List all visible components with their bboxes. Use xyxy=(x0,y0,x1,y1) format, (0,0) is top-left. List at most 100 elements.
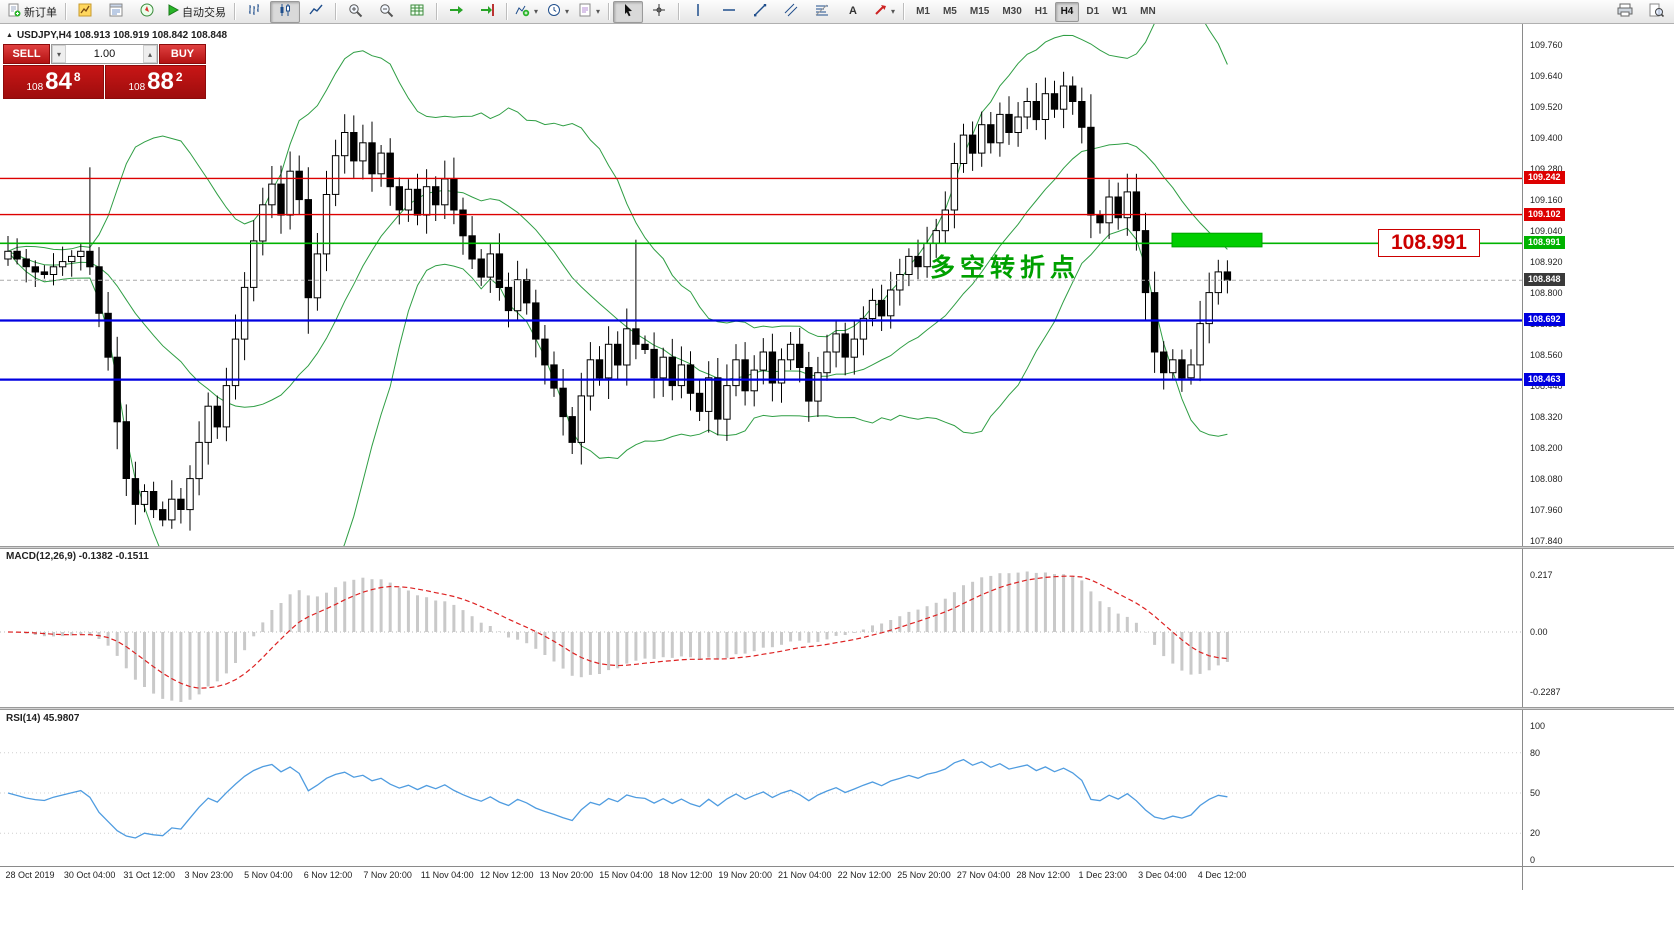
candle xyxy=(868,299,877,319)
candle xyxy=(122,421,130,480)
timeframe-mn-button[interactable]: MN xyxy=(1140,6,1156,17)
candle xyxy=(204,405,212,443)
candle xyxy=(268,183,276,206)
cursor-button[interactable] xyxy=(613,0,644,23)
volume-up-button[interactable]: ▴ xyxy=(143,45,157,63)
candle xyxy=(523,279,531,304)
buy-price-button[interactable]: 108 88 2 xyxy=(105,65,206,99)
time-label: 1 Dec 23:00 xyxy=(1078,870,1128,880)
panel-splitter[interactable] xyxy=(0,546,1674,549)
candle xyxy=(887,289,895,317)
time-axis[interactable]: 28 Oct 2019 30 Oct 04:00 31 Oct 12:00 3 Nov… xyxy=(0,868,1522,890)
crosshair-button[interactable] xyxy=(644,1,674,23)
bar-chart-button[interactable] xyxy=(239,1,269,23)
arrow-tool-button[interactable]: ▾ xyxy=(869,1,899,23)
candle xyxy=(1105,196,1113,224)
candle xyxy=(677,364,686,387)
candle xyxy=(422,186,431,216)
candle xyxy=(277,183,285,216)
zoom-in-button[interactable] xyxy=(340,1,370,23)
candle xyxy=(1050,93,1059,110)
candle xyxy=(1187,364,1195,379)
channel-icon xyxy=(784,3,798,20)
candle xyxy=(896,274,904,291)
timeframe-h1-button[interactable]: H1 xyxy=(1034,6,1048,17)
candle xyxy=(250,240,258,288)
candle xyxy=(468,235,476,260)
price-tick: 108.320 xyxy=(1530,411,1563,422)
candle xyxy=(240,286,249,340)
candle xyxy=(168,498,176,521)
candle xyxy=(577,395,585,443)
timeframe-d1-button[interactable]: D1 xyxy=(1086,6,1100,17)
price-tick: 109.040 xyxy=(1530,225,1563,236)
separator xyxy=(65,3,66,20)
text-tool-button[interactable]: A xyxy=(838,1,868,23)
candle xyxy=(796,343,804,368)
rsi-tick: 0 xyxy=(1530,855,1536,865)
rsi-tick: 100 xyxy=(1530,721,1546,731)
candle xyxy=(905,255,913,275)
time-label: 28 Nov 12:00 xyxy=(1016,870,1070,880)
market-watch-button[interactable] xyxy=(70,1,100,23)
market-watch-icon xyxy=(78,3,92,20)
grid-icon xyxy=(410,3,424,20)
print-preview-button[interactable] xyxy=(1641,1,1671,23)
timeframe-w1-button[interactable]: W1 xyxy=(1112,6,1128,17)
candle xyxy=(732,359,740,387)
time-label: 30 Oct 04:00 xyxy=(63,870,116,880)
auto-scroll-icon xyxy=(449,3,464,20)
sell-price-button[interactable]: 108 84 8 xyxy=(3,65,104,99)
trendline-button[interactable] xyxy=(745,1,775,23)
indicators-icon xyxy=(515,3,530,20)
chart-shift-button[interactable] xyxy=(472,1,502,23)
fibonacci-button[interactable] xyxy=(807,1,837,23)
auto-scroll-button[interactable] xyxy=(441,1,471,23)
line-chart-button[interactable] xyxy=(301,1,331,23)
rsi-panel-canvas[interactable] xyxy=(0,711,1522,866)
buy-button[interactable]: BUY xyxy=(159,44,206,64)
macd-panel-canvas[interactable] xyxy=(0,549,1522,707)
main-chart-canvas[interactable] xyxy=(0,24,1522,547)
candle xyxy=(131,478,140,505)
candle xyxy=(441,178,449,206)
print-preview-icon xyxy=(1649,3,1664,20)
timeframe-m1-button[interactable]: M1 xyxy=(916,6,930,17)
zoom-out-button[interactable] xyxy=(371,1,401,23)
timeframe-m15-button[interactable]: M15 xyxy=(969,6,990,17)
trendline-icon xyxy=(753,3,767,20)
macd-tick: -0.2287 xyxy=(1530,686,1561,697)
templates-button[interactable]: ▾ xyxy=(574,1,604,23)
autotrading-button[interactable]: 自动交易 xyxy=(163,1,230,23)
timeframe-m5-button[interactable]: M5 xyxy=(942,6,957,17)
timeframe-h4-button[interactable]: H4 xyxy=(1054,1,1080,22)
text-tool-icon: A xyxy=(846,3,860,20)
data-window-button[interactable] xyxy=(101,1,131,23)
panel-splitter[interactable] xyxy=(0,707,1674,710)
candle xyxy=(386,152,394,188)
candle xyxy=(1114,196,1122,219)
new-order-label: 新订单 xyxy=(24,6,57,19)
collapse-one-click-icon[interactable]: ▲ xyxy=(6,32,13,39)
channel-button[interactable] xyxy=(776,1,806,23)
volume-input[interactable]: 1.00 xyxy=(93,48,116,60)
timeframe-m30-button[interactable]: M30 xyxy=(1002,6,1022,17)
price-tick: 107.960 xyxy=(1530,504,1563,515)
indicators-button[interactable]: ▾ xyxy=(511,1,542,23)
navigator-button[interactable] xyxy=(132,1,162,23)
printer-button[interactable] xyxy=(1610,1,1640,23)
new-order-button[interactable]: 新订单 xyxy=(3,1,61,23)
candle xyxy=(259,204,267,242)
periods-button[interactable]: ▾ xyxy=(543,1,573,23)
candle xyxy=(1169,359,1177,374)
price-scale[interactable]: 109.760 109.640 109.520 109.400 109.280 109.1… xyxy=(1522,24,1674,890)
grid-button[interactable] xyxy=(402,1,432,23)
candlestick-chart-button[interactable] xyxy=(270,0,300,23)
candle xyxy=(195,441,203,480)
horizontal-line-button[interactable] xyxy=(714,1,744,23)
volume-down-button[interactable]: ▾ xyxy=(52,45,66,63)
sell-button[interactable]: SELL xyxy=(3,44,50,64)
candle xyxy=(841,333,849,358)
vertical-line-button[interactable] xyxy=(683,1,713,23)
